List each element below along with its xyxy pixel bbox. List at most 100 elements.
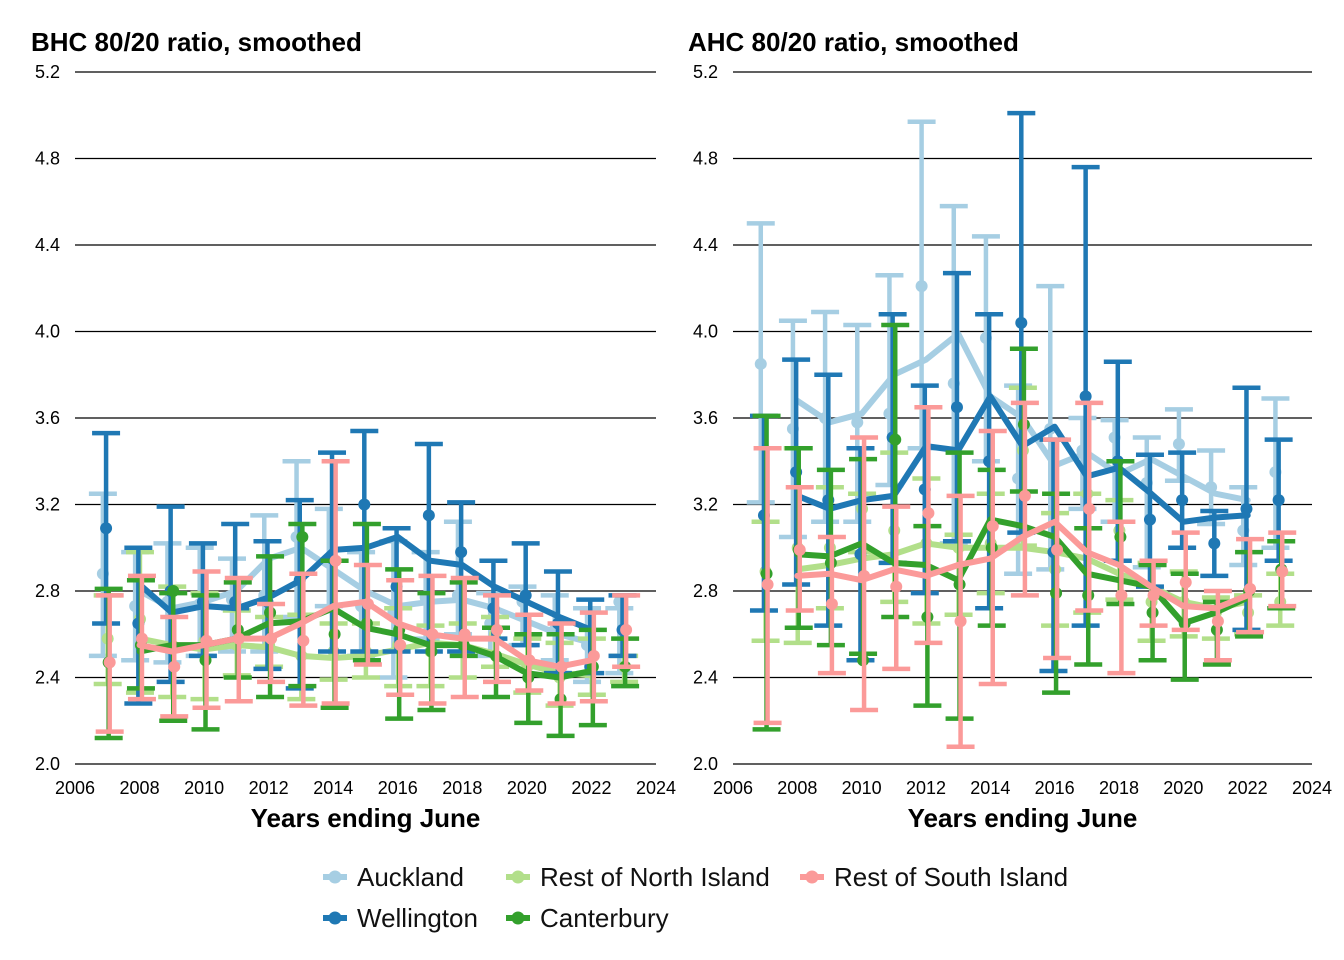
ahc-data-point <box>1272 494 1285 507</box>
ahc-x-tick-label: 2016 <box>1035 778 1075 798</box>
ahc-y-tick-label: 2.0 <box>693 754 718 774</box>
bhc-x-axis-title: Years ending June <box>251 803 481 833</box>
bhc-data-point <box>555 660 568 673</box>
bhc-data-point <box>519 589 532 602</box>
bhc-data-point <box>523 654 536 667</box>
bhc-data-point <box>491 623 504 636</box>
bhc-x-tick-label: 2006 <box>55 778 95 798</box>
bhc-data-point <box>297 634 310 647</box>
ahc-y-tick-label: 2.8 <box>693 581 718 601</box>
ahc-smoothed-line <box>794 516 1251 627</box>
ahc-smoothed-line <box>794 518 1251 612</box>
ahc-data-point <box>1276 565 1289 578</box>
ahc-data-point <box>1079 390 1092 403</box>
ahc-x-tick-label: 2022 <box>1228 778 1268 798</box>
bhc-x-tick-label: 2012 <box>249 778 289 798</box>
bhc-data-point <box>265 632 278 645</box>
legend-swatch-point <box>511 911 525 925</box>
ahc-series-rest-of-south-island <box>753 400 1297 749</box>
legend: Auckland Rest of North Island Rest of Sout… <box>323 862 1068 933</box>
bhc-data-point <box>200 634 213 647</box>
ahc-data-point <box>1143 513 1156 526</box>
ahc-x-tick-label: 2014 <box>970 778 1010 798</box>
bhc-x-tick-label: 2010 <box>184 778 224 798</box>
legend-swatch-point <box>805 870 819 884</box>
legend-label: Wellington <box>357 903 478 933</box>
ahc-data-point <box>922 507 935 520</box>
ahc-data-point <box>1208 537 1221 550</box>
bhc-data-point <box>232 632 245 645</box>
legend-item-rest-of-south-island: Rest of South Island <box>800 862 1068 892</box>
ahc-data-point <box>890 580 903 593</box>
ahc-x-tick-label: 2020 <box>1163 778 1203 798</box>
bhc-y-tick-label: 2.0 <box>35 754 60 774</box>
ahc-data-point <box>915 280 928 293</box>
ahc-data-point <box>1147 589 1160 602</box>
ahc-x-tick-label: 2018 <box>1099 778 1139 798</box>
ahc-data-point <box>950 401 963 414</box>
bhc-x-tick-label: 2018 <box>442 778 482 798</box>
bhc-y-tick-label: 4.8 <box>35 149 60 169</box>
ahc-x-tick-label: 2008 <box>777 778 817 798</box>
bhc-y-tick-label: 4.4 <box>35 235 60 255</box>
bhc-chart-title: BHC 80/20 ratio, smoothed <box>31 27 362 57</box>
bhc-data-point <box>358 498 371 511</box>
bhc-data-point <box>329 554 342 567</box>
bhc-data-point <box>361 597 374 610</box>
legend-label: Auckland <box>357 862 464 892</box>
ahc-y-tick-label: 2.4 <box>693 668 718 688</box>
bhc-data-point <box>426 628 439 641</box>
ahc-data-point <box>1015 316 1028 329</box>
ahc-x-tick-label: 2010 <box>842 778 882 798</box>
ahc-data-point <box>1018 489 1031 502</box>
bhc-data-point <box>296 530 309 543</box>
legend-item-rest-of-north-island: Rest of North Island <box>506 862 770 892</box>
ahc-data-point <box>1176 494 1189 507</box>
legend-item-auckland: Auckland <box>323 862 464 892</box>
ahc-data-point <box>1205 481 1218 494</box>
ahc-data-point <box>851 416 864 429</box>
bhc-x-tick-label: 2024 <box>636 778 676 798</box>
bhc-y-tick-label: 4.0 <box>35 322 60 342</box>
bhc-data-point <box>100 522 113 535</box>
bhc-data-point <box>422 509 435 522</box>
ahc-data-point <box>858 569 871 582</box>
bhc-data-point <box>587 649 600 662</box>
ahc-y-tick-label: 3.6 <box>693 408 718 428</box>
ahc-y-tick-label: 5.2 <box>693 62 718 82</box>
ahc-x-axis-title: Years ending June <box>908 803 1138 833</box>
legend-item-canterbury: Canterbury <box>506 903 669 933</box>
ahc-y-tick-label: 4.0 <box>693 322 718 342</box>
ahc-data-point <box>986 520 999 533</box>
bhc-x-tick-label: 2022 <box>571 778 611 798</box>
legend-label: Rest of South Island <box>834 862 1068 892</box>
ahc-data-point <box>754 357 767 370</box>
bhc-data-point <box>455 546 468 559</box>
ahc-data-point <box>1211 615 1224 628</box>
bhc-x-tick-label: 2016 <box>378 778 418 798</box>
bhc-y-tick-label: 3.2 <box>35 495 60 515</box>
legend-swatch-point <box>328 870 342 884</box>
bhc-y-tick-label: 3.6 <box>35 408 60 428</box>
bhc-data-point <box>135 632 148 645</box>
ahc-data-point <box>1051 543 1064 556</box>
bhc-data-point <box>394 639 407 652</box>
ahc-data-point <box>1240 502 1253 515</box>
ahc-y-tick-label: 4.4 <box>693 235 718 255</box>
ahc-x-tick-label: 2024 <box>1292 778 1332 798</box>
ahc-data-point <box>1083 502 1096 515</box>
ahc-data-point <box>889 433 902 446</box>
ahc-data-point <box>1244 582 1257 595</box>
ahc-data-point <box>1115 589 1128 602</box>
bhc-x-tick-label: 2008 <box>120 778 160 798</box>
bhc-y-tick-label: 2.8 <box>35 581 60 601</box>
legend-swatch-point <box>328 911 342 925</box>
bhc-data-point <box>168 660 181 673</box>
bhc-x-tick-label: 2014 <box>313 778 353 798</box>
bhc-series-rest-of-south-island <box>95 459 641 734</box>
legend-label: Rest of North Island <box>540 862 770 892</box>
ahc-data-point <box>825 597 838 610</box>
ahc-data-point <box>793 543 806 556</box>
bhc-chart-panel: BHC 80/20 ratio, smoothed 2.0 2.4 2.8 3.2 3.6… <box>31 27 676 833</box>
ahc-chart-title: AHC 80/20 ratio, smoothed <box>688 27 1019 57</box>
